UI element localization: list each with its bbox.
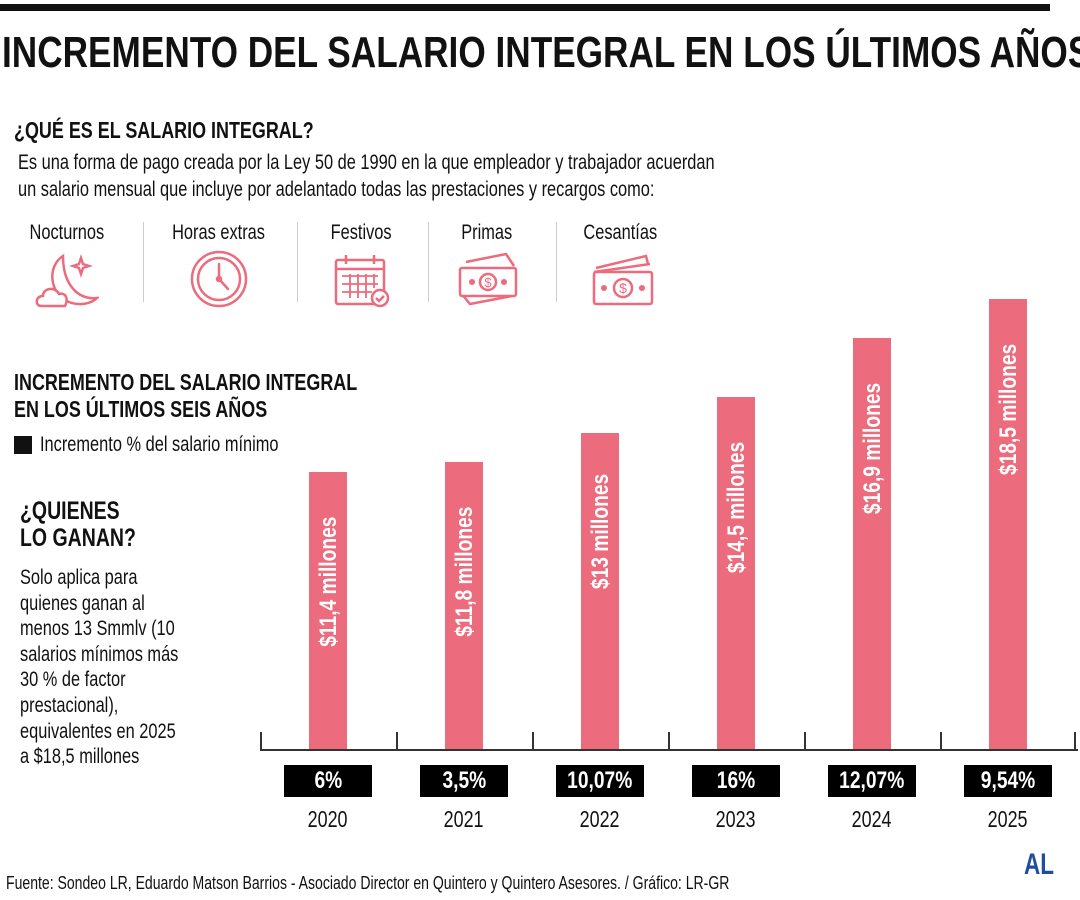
item-label-horas-extras: Horas extras — [172, 221, 266, 244]
x-tick-label: 2023 — [716, 806, 756, 832]
axis-tick — [260, 732, 262, 750]
what-is-heading: ¿QUÉ ES EL SALARIO INTEGRAL? — [14, 117, 314, 143]
who-heading-1: ¿QUIENES — [20, 497, 120, 525]
increment-badge: 6% — [284, 765, 372, 797]
bar-2021 — [445, 462, 483, 750]
item-label-festivos: Festivos — [330, 221, 392, 244]
svg-text:$: $ — [484, 275, 492, 290]
bar-2022 — [581, 433, 619, 750]
increment-value: 16% — [716, 767, 756, 794]
what-is-line-1: Es una forma de pago creada por la Ley 5… — [18, 151, 715, 174]
x-tick-label: 2025 — [988, 806, 1028, 832]
bar-value-label: $13 millones — [587, 473, 614, 590]
divider — [143, 222, 144, 302]
increment-badge: 9,54% — [964, 765, 1052, 797]
axis-tick — [532, 732, 534, 750]
x-tick-label: 2024 — [852, 806, 892, 832]
chart-title-line-1: INCREMENTO DEL SALARIO INTEGRAL — [14, 369, 358, 395]
legend-swatch — [14, 436, 32, 454]
bar-2023 — [717, 396, 755, 750]
x-tick-label: 2022 — [580, 806, 620, 832]
clock-icon — [190, 250, 248, 308]
x-axis — [260, 749, 1078, 751]
legend-label: Incremento % del salario mínimo — [40, 433, 279, 456]
x-tick-label: 2020 — [308, 806, 348, 832]
svg-text:$: $ — [619, 280, 627, 296]
bar-2024 — [853, 338, 891, 750]
axis-tick — [668, 732, 670, 750]
bar-value-label: $11,8 millones — [451, 506, 478, 638]
increment-value: 9,54% — [980, 767, 1036, 794]
increment-badge: 12,07% — [828, 765, 916, 797]
banknotes-icon: $ — [458, 252, 518, 306]
who-heading-2: LO GANAN? — [20, 524, 136, 552]
item-label-cesantias: Cesantías — [583, 221, 657, 244]
increment-value: 12,07% — [839, 767, 905, 794]
cash-stack-icon: $ — [592, 254, 654, 306]
top-rule — [0, 4, 1050, 11]
bar-2025 — [989, 299, 1027, 750]
bar-value-label: $11,4 millones — [315, 516, 342, 647]
increment-value: 10,07% — [567, 767, 633, 794]
divider — [428, 222, 429, 302]
axis-tick — [940, 732, 942, 750]
bar-value-label: $14,5 millones — [723, 441, 750, 573]
page-title: INCREMENTO DEL SALARIO INTEGRAL EN LOS Ú… — [2, 28, 1080, 77]
calendar-icon — [334, 255, 390, 308]
axis-tick — [1074, 732, 1076, 750]
axis-tick — [804, 732, 806, 750]
increment-value: 3,5% — [442, 767, 486, 794]
chart-title-line-2: EN LOS ÚLTIMOS SEIS AÑOS — [14, 396, 268, 422]
increment-badge: 10,07% — [556, 765, 644, 797]
divider — [556, 222, 557, 302]
increment-badge: 3,5% — [420, 765, 508, 797]
bar-value-label: $16,9 millones — [859, 382, 886, 515]
source-note: Fuente: Sondeo LR, Eduardo Matson Barrio… — [6, 873, 730, 893]
who-body: Solo aplica para quienes ganan al menos … — [20, 566, 179, 769]
bar-2020 — [309, 472, 347, 750]
divider — [297, 222, 298, 302]
increment-value: 6% — [314, 767, 342, 794]
what-is-line-2: un salario mensual que incluye por adela… — [18, 178, 655, 201]
increment-badge: 16% — [692, 765, 780, 797]
logo: AL — [1024, 848, 1054, 881]
moon-cloud-icon — [35, 253, 99, 308]
item-label-nocturnos: Nocturnos — [29, 221, 105, 244]
item-label-primas: Primas — [461, 221, 513, 244]
axis-tick — [396, 732, 398, 750]
x-tick-label: 2021 — [444, 806, 484, 832]
bar-value-label: $18,5 millones — [995, 343, 1022, 476]
